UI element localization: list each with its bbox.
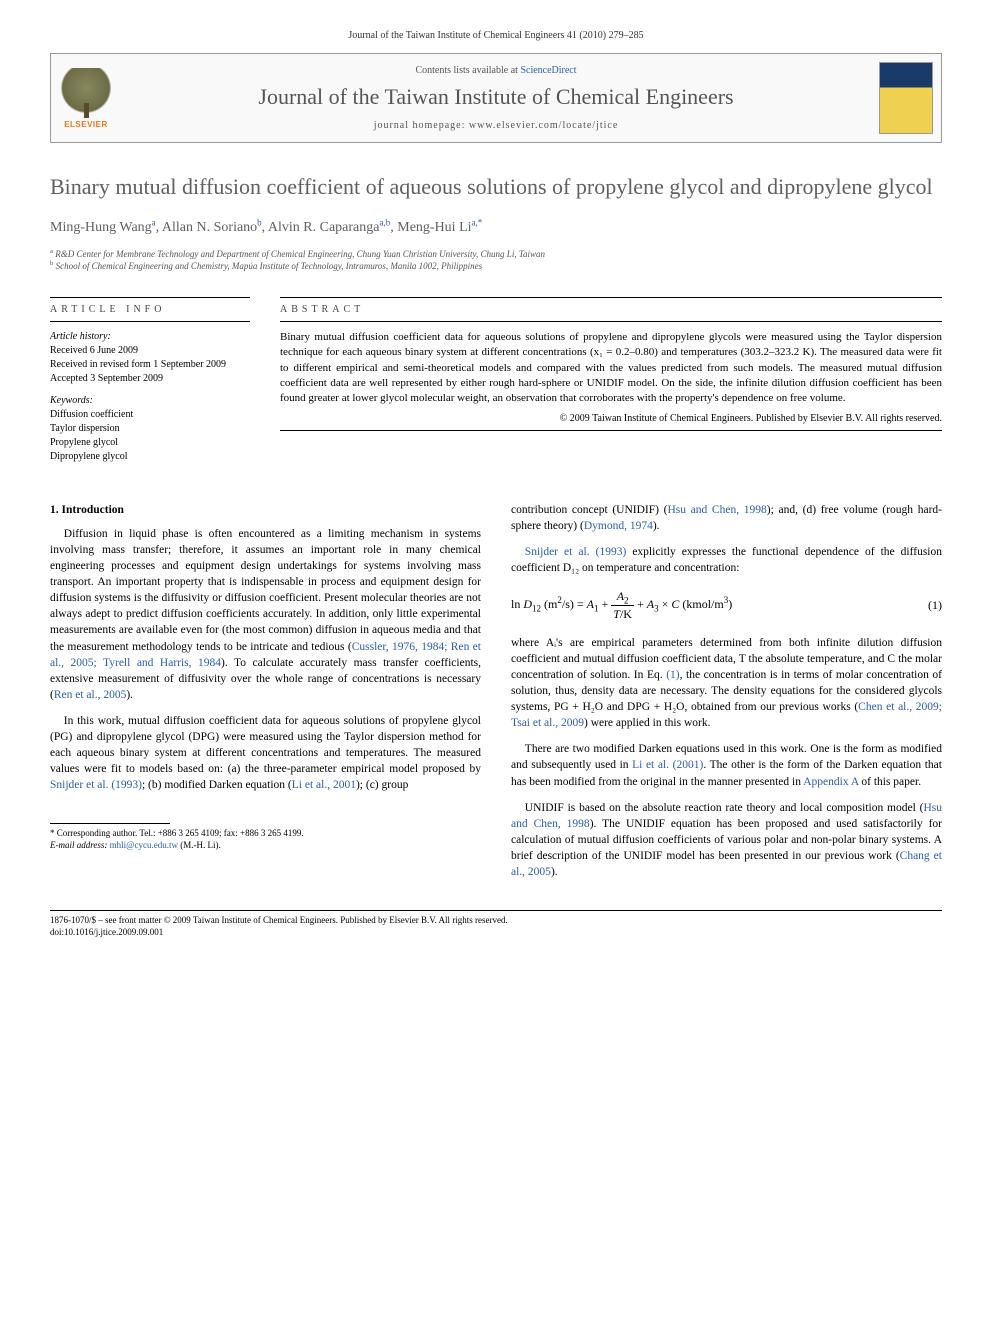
history-revised: Received in revised form 1 September 200… bbox=[50, 358, 250, 372]
footer-doi: doi:10.1016/j.jtice.2009.09.001 bbox=[50, 927, 942, 939]
para-5-text-c: ) were applied in this work. bbox=[584, 717, 710, 729]
homepage-prefix: journal homepage: bbox=[374, 120, 469, 131]
affiliations: a R&D Center for Membrane Technology and… bbox=[50, 248, 942, 273]
author-4: Meng-Hui Li bbox=[397, 220, 471, 235]
author-2-aff[interactable]: b bbox=[257, 217, 262, 227]
email-line: E-mail address: mhli@cycu.edu.tw (M.-H. … bbox=[50, 840, 481, 852]
keywords-label: Keywords: bbox=[50, 394, 250, 408]
corresponding-author-note: * Corresponding author. Tel.: +886 3 265… bbox=[50, 828, 481, 840]
footnotes: * Corresponding author. Tel.: +886 3 265… bbox=[50, 828, 481, 851]
affiliation-b-text: School of Chemical Engineering and Chemi… bbox=[56, 261, 483, 271]
cover-image bbox=[879, 62, 933, 134]
author-3: Alvin R. Caparanga bbox=[268, 220, 380, 235]
para-3: contribution concept (UNIDIF) (Hsu and C… bbox=[511, 502, 942, 534]
para-1-text-a: Diffusion in liquid phase is often encou… bbox=[50, 528, 481, 653]
affiliation-a: a R&D Center for Membrane Technology and… bbox=[50, 248, 942, 261]
para-1-text-c: ). bbox=[126, 689, 133, 701]
keyword-4: Dipropylene glycol bbox=[50, 450, 250, 464]
elsevier-label: ELSEVIER bbox=[64, 120, 108, 129]
header-center: Contents lists available at ScienceDirec… bbox=[121, 54, 871, 142]
keyword-2: Taylor dispersion bbox=[50, 422, 250, 436]
para-3-text-a: contribution concept (UNIDIF) ( bbox=[511, 504, 667, 516]
section-1-heading: 1. Introduction bbox=[50, 502, 481, 518]
abstract-heading: ABSTRACT bbox=[280, 304, 942, 315]
contents-available-line: Contents lists available at ScienceDirec… bbox=[141, 65, 851, 76]
para-6: There are two modified Darken equations … bbox=[511, 741, 942, 789]
equation-1-number: (1) bbox=[928, 597, 942, 614]
affiliation-b: b School of Chemical Engineering and Che… bbox=[50, 260, 942, 273]
keywords-block: Keywords: Diffusion coefficient Taylor d… bbox=[50, 394, 250, 464]
ref-li-2[interactable]: Li et al. (2001) bbox=[632, 759, 703, 771]
body-col-right: contribution concept (UNIDIF) (Hsu and C… bbox=[511, 502, 942, 890]
author-4-corr[interactable]: * bbox=[478, 217, 483, 227]
homepage-url[interactable]: www.elsevier.com/locate/jtice bbox=[469, 120, 618, 131]
authors-line: Ming-Hung Wanga, Allan N. Sorianob, Alvi… bbox=[50, 220, 942, 236]
homepage-line: journal homepage: www.elsevier.com/locat… bbox=[141, 120, 851, 131]
abstract-text: Binary mutual diffusion coefficient data… bbox=[280, 330, 942, 407]
page-footer: 1876-1070/$ – see front matter © 2009 Ta… bbox=[50, 910, 942, 938]
para-7-text-a: UNIDIF is based on the absolute reaction… bbox=[525, 802, 924, 814]
footer-line-1: 1876-1070/$ – see front matter © 2009 Ta… bbox=[50, 915, 942, 927]
ref-ren[interactable]: Ren et al., 2005 bbox=[54, 689, 127, 701]
keyword-1: Diffusion coefficient bbox=[50, 408, 250, 422]
keyword-3: Propylene glycol bbox=[50, 436, 250, 450]
article-info-heading: ARTICLE INFO bbox=[50, 304, 250, 315]
sciencedirect-link[interactable]: ScienceDirect bbox=[520, 65, 576, 76]
para-6-text-c: of this paper. bbox=[858, 776, 921, 788]
contents-prefix: Contents lists available at bbox=[415, 65, 520, 76]
para-7-text-c: ). bbox=[551, 866, 558, 878]
article-info-column: ARTICLE INFO Article history: Received 6… bbox=[50, 291, 250, 472]
ref-hsu-1[interactable]: Hsu and Chen, 1998 bbox=[667, 504, 766, 516]
article-title: Binary mutual diffusion coefficient of a… bbox=[50, 173, 942, 202]
email-label: E-mail address: bbox=[50, 840, 110, 850]
para-2-text-b: ; (b) modified Darken equation ( bbox=[142, 779, 292, 791]
ref-li-1[interactable]: Li et al., 2001 bbox=[292, 779, 356, 791]
para-5: where Aᵢ's are empirical parameters dete… bbox=[511, 635, 942, 732]
abstract-copyright: © 2009 Taiwan Institute of Chemical Engi… bbox=[280, 413, 942, 424]
history-label: Article history: bbox=[50, 330, 250, 344]
journal-cover-thumb bbox=[871, 54, 941, 142]
journal-name: Journal of the Taiwan Institute of Chemi… bbox=[141, 84, 851, 110]
elsevier-tree-icon bbox=[61, 68, 111, 118]
para-1: Diffusion in liquid phase is often encou… bbox=[50, 526, 481, 703]
footnote-separator bbox=[50, 823, 170, 824]
affiliation-a-text: R&D Center for Membrane Technology and D… bbox=[55, 249, 545, 259]
running-header: Journal of the Taiwan Institute of Chemi… bbox=[50, 30, 942, 41]
author-1: Ming-Hung Wang bbox=[50, 220, 152, 235]
author-2: Allan N. Soriano bbox=[162, 220, 257, 235]
abstract-column: ABSTRACT Binary mutual diffusion coeffic… bbox=[280, 291, 942, 472]
ref-eq1[interactable]: (1) bbox=[666, 669, 679, 681]
ref-dymond[interactable]: Dymond, 1974 bbox=[584, 520, 653, 532]
para-3-text-c: ). bbox=[653, 520, 660, 532]
body-col-left: 1. Introduction Diffusion in liquid phas… bbox=[50, 502, 481, 890]
para-2-text-c: ); (c) group bbox=[356, 779, 408, 791]
equation-1: ln D12 (m2/s) = A1 + A2T/K + A3 × C (kmo… bbox=[511, 588, 732, 623]
para-7: UNIDIF is based on the absolute reaction… bbox=[511, 800, 942, 880]
elsevier-logo: ELSEVIER bbox=[51, 54, 121, 142]
email-link[interactable]: mhli@cycu.edu.tw bbox=[110, 840, 178, 850]
ref-snijder-1[interactable]: Snijder et al. (1993) bbox=[50, 779, 142, 791]
ref-snijder-2[interactable]: Snijder et al. (1993) bbox=[525, 546, 626, 558]
history-received: Received 6 June 2009 bbox=[50, 344, 250, 358]
history-accepted: Accepted 3 September 2009 bbox=[50, 372, 250, 386]
article-history-block: Article history: Received 6 June 2009 Re… bbox=[50, 330, 250, 386]
author-1-aff[interactable]: a bbox=[152, 217, 156, 227]
para-2-text-a: In this work, mutual diffusion coefficie… bbox=[50, 715, 481, 775]
email-who: (M.-H. Li). bbox=[178, 840, 221, 850]
journal-header-box: ELSEVIER Contents lists available at Sci… bbox=[50, 53, 942, 143]
para-4: Snijder et al. (1993) explicitly express… bbox=[511, 544, 942, 576]
para-2: In this work, mutual diffusion coefficie… bbox=[50, 713, 481, 793]
author-3-aff[interactable]: a,b bbox=[380, 217, 391, 227]
equation-1-row: ln D12 (m2/s) = A1 + A2T/K + A3 × C (kmo… bbox=[511, 588, 942, 623]
info-abstract-row: ARTICLE INFO Article history: Received 6… bbox=[50, 291, 942, 472]
ref-appendix-a[interactable]: Appendix A bbox=[803, 776, 858, 788]
body-two-columns: 1. Introduction Diffusion in liquid phas… bbox=[50, 502, 942, 890]
